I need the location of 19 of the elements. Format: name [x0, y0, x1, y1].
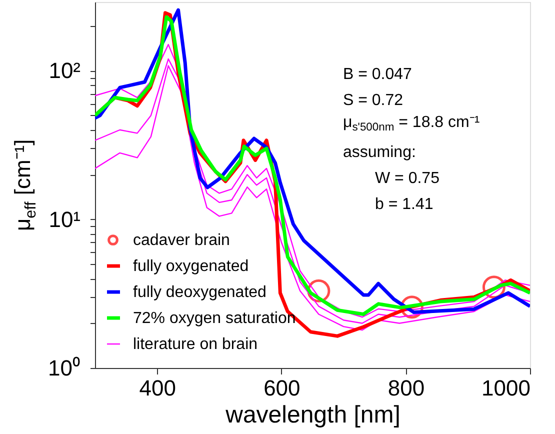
y-axis-title: μeff [cm⁻¹]	[10, 139, 40, 232]
x-tick-label: 400	[139, 376, 176, 400]
annotation: W = 0.75	[375, 170, 440, 187]
y-tick-label: 10²	[48, 58, 80, 84]
legend-label: literature on brain	[133, 336, 258, 353]
x-tick-label: 600	[264, 376, 300, 400]
legend-label: fully oxygenated	[133, 258, 249, 275]
y-tick-label: 10⁰	[48, 356, 80, 380]
annotation: assuming:	[343, 144, 416, 161]
annotation: S = 0.72	[343, 92, 404, 109]
x-axis-title: wavelength [nm]	[224, 402, 400, 428]
x-tick-label: 1000	[482, 376, 530, 400]
legend-label: cadaver brain	[133, 232, 230, 249]
annotation: b = 1.41	[375, 196, 434, 213]
annotation: B = 0.047	[343, 66, 412, 83]
legend-label: fully deoxygenated	[133, 284, 266, 301]
x-tick-label: 800	[388, 376, 425, 400]
legend-label: 72% oxygen saturation	[133, 310, 296, 327]
y-tick-label: 10¹	[48, 206, 80, 232]
